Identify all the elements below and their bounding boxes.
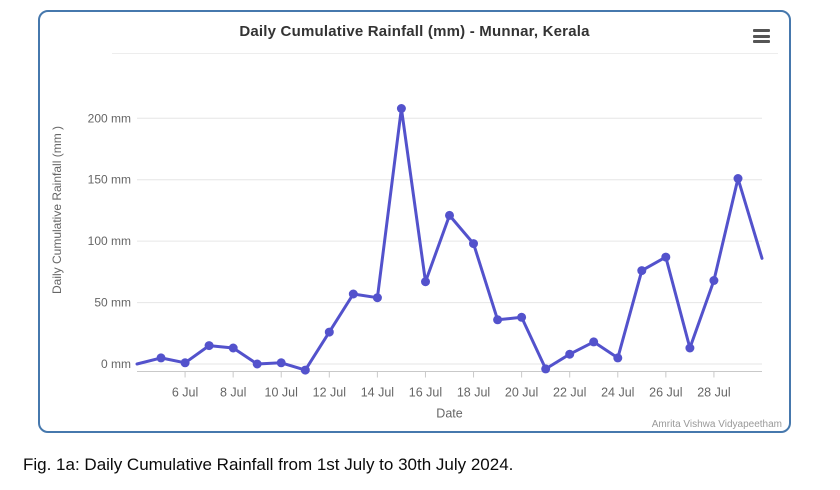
menu-bar: [753, 29, 770, 32]
rainfall-line-series: [135, 107, 764, 372]
x-axis-tick-label: 28 Jul: [697, 386, 730, 400]
x-axis-tick-label: 20 Jul: [505, 386, 538, 400]
x-axis-tick-label: 8 Jul: [220, 386, 246, 400]
data-point-marker: [469, 239, 478, 249]
chart-plot: 0 mm 50 mm 100 mm 150 mm 200 mm 6 Jul 8 Jul 10 …: [50, 104, 764, 421]
data-point-marker: [637, 266, 647, 276]
data-point-marker: [348, 289, 358, 299]
x-axis-tick-label: 22 Jul: [553, 386, 586, 400]
y-axis-tick-label: 0 mm: [101, 357, 131, 371]
data-point-marker: [517, 312, 527, 322]
x-axis-tick-label: 24 Jul: [601, 386, 634, 400]
data-point-marker: [372, 293, 382, 303]
menu-bar: [753, 40, 770, 43]
data-point-marker: [276, 358, 286, 368]
data-point-marker: [661, 252, 671, 262]
chart-title: Daily Cumulative Rainfall (mm) - Munnar,…: [239, 23, 590, 40]
data-point-marker: [396, 104, 406, 113]
data-point-marker: [421, 277, 430, 287]
data-point-marker: [300, 365, 310, 375]
data-point-marker: [709, 276, 719, 285]
title-divider: [112, 53, 778, 54]
data-point-marker: [445, 210, 454, 220]
y-axis-tick-label: 50 mm: [94, 296, 131, 310]
figure-caption: Fig. 1a: Daily Cumulative Rainfall from …: [23, 455, 514, 474]
data-point-marker: [733, 174, 743, 183]
y-axis-title: Daily Cumulative Rainfall (mm ): [50, 126, 64, 294]
data-point-marker: [589, 337, 599, 347]
data-point-marker: [493, 315, 503, 325]
data-point-marker: [228, 343, 238, 353]
y-axis-tick-label: 200 mm: [88, 111, 131, 125]
x-axis-tick-label: 10 Jul: [265, 386, 298, 400]
data-point-marker: [613, 353, 623, 363]
x-axis-tick-label: 14 Jul: [361, 386, 394, 400]
x-axis-tick-label: 6 Jul: [172, 386, 198, 400]
context-menu-icon[interactable]: [753, 29, 770, 43]
data-point-marker: [204, 341, 214, 351]
x-axis-tick-label: 16 Jul: [409, 386, 442, 400]
x-axis-tick-label: 18 Jul: [457, 386, 490, 400]
data-point-marker: [156, 353, 166, 363]
chart-card: Daily Cumulative Rainfall (mm) - Munnar,…: [38, 10, 791, 433]
data-point-marker: [541, 364, 551, 374]
data-point-marker: [324, 327, 334, 337]
data-point-marker: [180, 358, 190, 368]
x-axis-tick-label: 12 Jul: [313, 386, 346, 400]
data-point-marker: [685, 343, 695, 353]
menu-bar: [753, 34, 770, 38]
y-axis-tick-label: 100 mm: [88, 234, 131, 248]
x-axis-tick-label: 26 Jul: [649, 386, 682, 400]
chart-credits: Amrita Vishwa Vidyapeetham: [651, 419, 782, 430]
data-point-marker: [565, 349, 575, 359]
x-axis-title: Date: [436, 407, 462, 421]
data-point-marker: [252, 359, 262, 369]
y-axis-tick-label: 150 mm: [88, 173, 131, 187]
